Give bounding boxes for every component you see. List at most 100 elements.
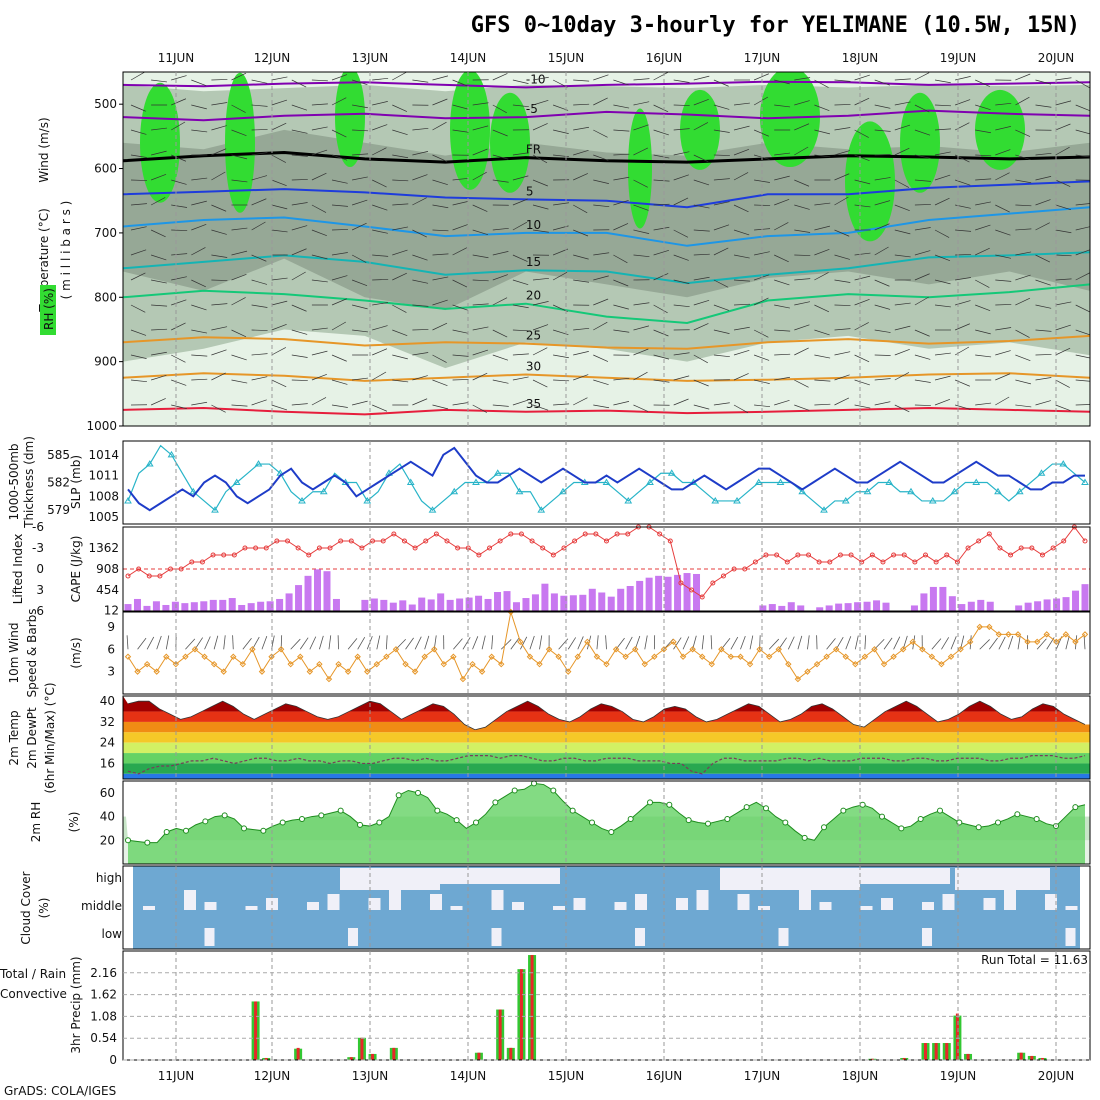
- wind-barb: [150, 374, 167, 381]
- wind10m-barb: [376, 635, 381, 650]
- rh-point: [163, 828, 170, 835]
- wind-barb: [291, 403, 308, 406]
- wind-barb: [372, 204, 388, 211]
- wind-barb: [151, 279, 167, 284]
- wind-speed-point: [431, 646, 438, 653]
- lifted-index-point: [614, 531, 620, 537]
- wind-speed-point: [832, 646, 840, 653]
- wind-barb: [352, 377, 369, 381]
- rh-point: [434, 807, 441, 814]
- wind-barb: [1075, 203, 1090, 206]
- lifted-index-point: [720, 573, 726, 579]
- wind-barb: [1075, 129, 1090, 135]
- precip-conv-bar: [296, 1047, 300, 1060]
- slp-tick: 1011: [88, 469, 119, 483]
- wind-barb: [171, 253, 188, 256]
- cape-bar: [977, 599, 985, 611]
- wind-barb: [532, 179, 548, 187]
- wind-barb: [673, 229, 689, 238]
- thickness-point: [363, 496, 372, 504]
- wind-barb: [814, 354, 831, 359]
- wind-barb: [311, 103, 328, 106]
- wind-barb: [613, 304, 629, 310]
- wind-barb: [593, 252, 610, 256]
- wind-barb: [291, 79, 307, 88]
- wind-barb: [573, 103, 590, 106]
- wind-barb: [1075, 154, 1090, 158]
- wind-barb: [693, 299, 710, 306]
- wind-speed-point: [239, 660, 247, 668]
- cape-bar: [143, 605, 151, 611]
- precip-conv-bar: [498, 1009, 502, 1060]
- isotherm-label: -5: [526, 102, 538, 116]
- thickness-point: [537, 506, 546, 513]
- wind-barb: [412, 254, 428, 261]
- wind-speed-point: [1062, 631, 1070, 638]
- wind-speed-point: [565, 668, 572, 675]
- wind-barb: [1055, 379, 1070, 388]
- wind-barb: [452, 79, 468, 87]
- lifted-index-point: [168, 566, 174, 572]
- wind-barb: [593, 74, 609, 81]
- wind-barb: [432, 299, 448, 306]
- wind-barb: [673, 151, 690, 156]
- rh-point: [685, 817, 692, 824]
- wind-barb: [291, 329, 308, 335]
- wind10m-barb: [969, 635, 972, 650]
- rh-point: [647, 799, 653, 806]
- wind-speed-point: [545, 646, 553, 653]
- cape-bar: [238, 604, 246, 611]
- lifted-index-point: [348, 538, 354, 544]
- cape-bar: [124, 604, 132, 611]
- lifted-index-point: [423, 538, 429, 544]
- lifted-index-point: [497, 538, 503, 544]
- rh-point: [202, 818, 209, 825]
- cloud-high-block: [340, 868, 440, 890]
- wind-barb: [191, 177, 208, 181]
- wind10m-barb: [232, 635, 234, 650]
- wind-barb: [150, 173, 167, 181]
- cape-bar: [939, 586, 947, 611]
- wind-barb: [934, 352, 951, 356]
- lifted-index-point: [210, 552, 216, 558]
- wind-speed-point: [612, 646, 620, 653]
- wind-barb: [713, 201, 730, 206]
- thickness-tick: 579: [47, 503, 70, 517]
- wind-barb: [351, 222, 367, 231]
- wind-barb: [191, 304, 207, 311]
- lifted-index-point: [806, 552, 812, 558]
- wind-barb: [653, 379, 670, 383]
- wind10m-barb: [1017, 635, 1021, 650]
- cape-bar: [835, 603, 843, 611]
- thickness-point: [254, 460, 263, 467]
- lifted-index-point: [189, 559, 195, 565]
- wind-speed-point: [1072, 638, 1079, 646]
- wind-barb: [1055, 123, 1071, 131]
- wind-speed-point: [1033, 638, 1041, 646]
- wind-barb: [794, 146, 809, 156]
- wind-barb: [291, 104, 308, 111]
- wind-barb: [854, 379, 870, 386]
- cloud-mid-block: [204, 902, 217, 910]
- wind-barb: [372, 179, 387, 188]
- cloud-level-label: middle: [81, 899, 122, 913]
- wind-barb: [351, 254, 367, 263]
- rh-point: [183, 827, 189, 834]
- wind-barb: [713, 304, 730, 311]
- wind-barb: [934, 104, 951, 107]
- wind10m-barb: [950, 636, 957, 650]
- thickness-point: [624, 496, 633, 504]
- wind-barb: [613, 153, 630, 156]
- wind-barb: [512, 329, 529, 332]
- wind-barb: [1015, 96, 1030, 106]
- wind-barb: [211, 204, 227, 212]
- wind-barb: [914, 129, 931, 136]
- thickness-point: [167, 450, 176, 458]
- wind-barb: [532, 99, 549, 106]
- wind-speed-point: [153, 668, 160, 675]
- wind-barb: [271, 204, 288, 210]
- wind-barb: [633, 325, 650, 331]
- wind-barb: [593, 321, 608, 331]
- wind-speed-point: [765, 653, 773, 660]
- wind-speed-point: [622, 653, 629, 660]
